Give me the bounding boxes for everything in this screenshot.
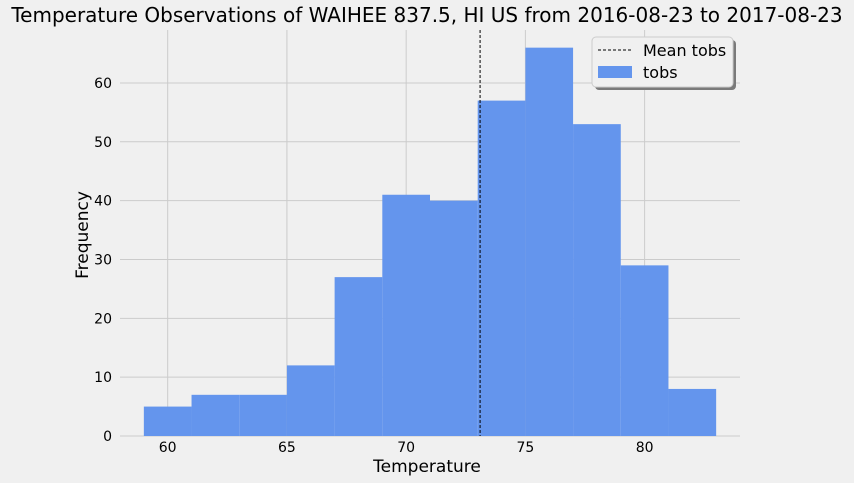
histogram-bar <box>286 365 335 436</box>
x-tick-label: 60 <box>159 440 177 456</box>
histogram-bar <box>620 265 669 436</box>
x-tick-label: 75 <box>516 440 534 456</box>
y-tick-label: 40 <box>94 194 112 210</box>
histogram-bar <box>668 388 717 436</box>
histogram-bar <box>382 194 430 436</box>
legend-tobs-swatch <box>598 66 632 78</box>
histogram-bar <box>191 394 240 436</box>
x-tick-label: 70 <box>397 440 415 456</box>
histogram-bar <box>430 200 478 436</box>
y-tick-label: 30 <box>94 252 112 268</box>
x-tick-label: 80 <box>636 440 654 456</box>
legend-mean-label: Mean tobs <box>643 41 726 60</box>
y-axis-ticks: 0 10 20 30 40 50 60 <box>94 76 112 445</box>
legend: Mean tobs tobs <box>591 36 736 90</box>
y-axis-label: Frequency <box>73 191 93 279</box>
x-axis-label: Temperature <box>372 457 481 477</box>
y-tick-label: 0 <box>103 429 112 445</box>
histogram-bar <box>143 406 192 436</box>
x-axis-ticks: 60 65 70 75 80 <box>159 440 654 456</box>
y-tick-label: 60 <box>94 76 112 92</box>
chart-title: Temperature Observations of WAIHEE 837.5… <box>10 3 842 27</box>
histogram-bar <box>334 277 383 436</box>
legend-tobs-label: tobs <box>643 63 678 82</box>
histogram-bar <box>525 47 574 437</box>
y-tick-label: 10 <box>94 370 112 386</box>
x-tick-label: 65 <box>278 440 296 456</box>
y-tick-label: 50 <box>94 135 112 151</box>
histogram-bar <box>477 100 526 436</box>
y-tick-label: 20 <box>94 311 112 327</box>
histogram-bar <box>573 124 621 436</box>
histogram-bar <box>239 394 287 436</box>
histogram-bars <box>143 47 717 437</box>
